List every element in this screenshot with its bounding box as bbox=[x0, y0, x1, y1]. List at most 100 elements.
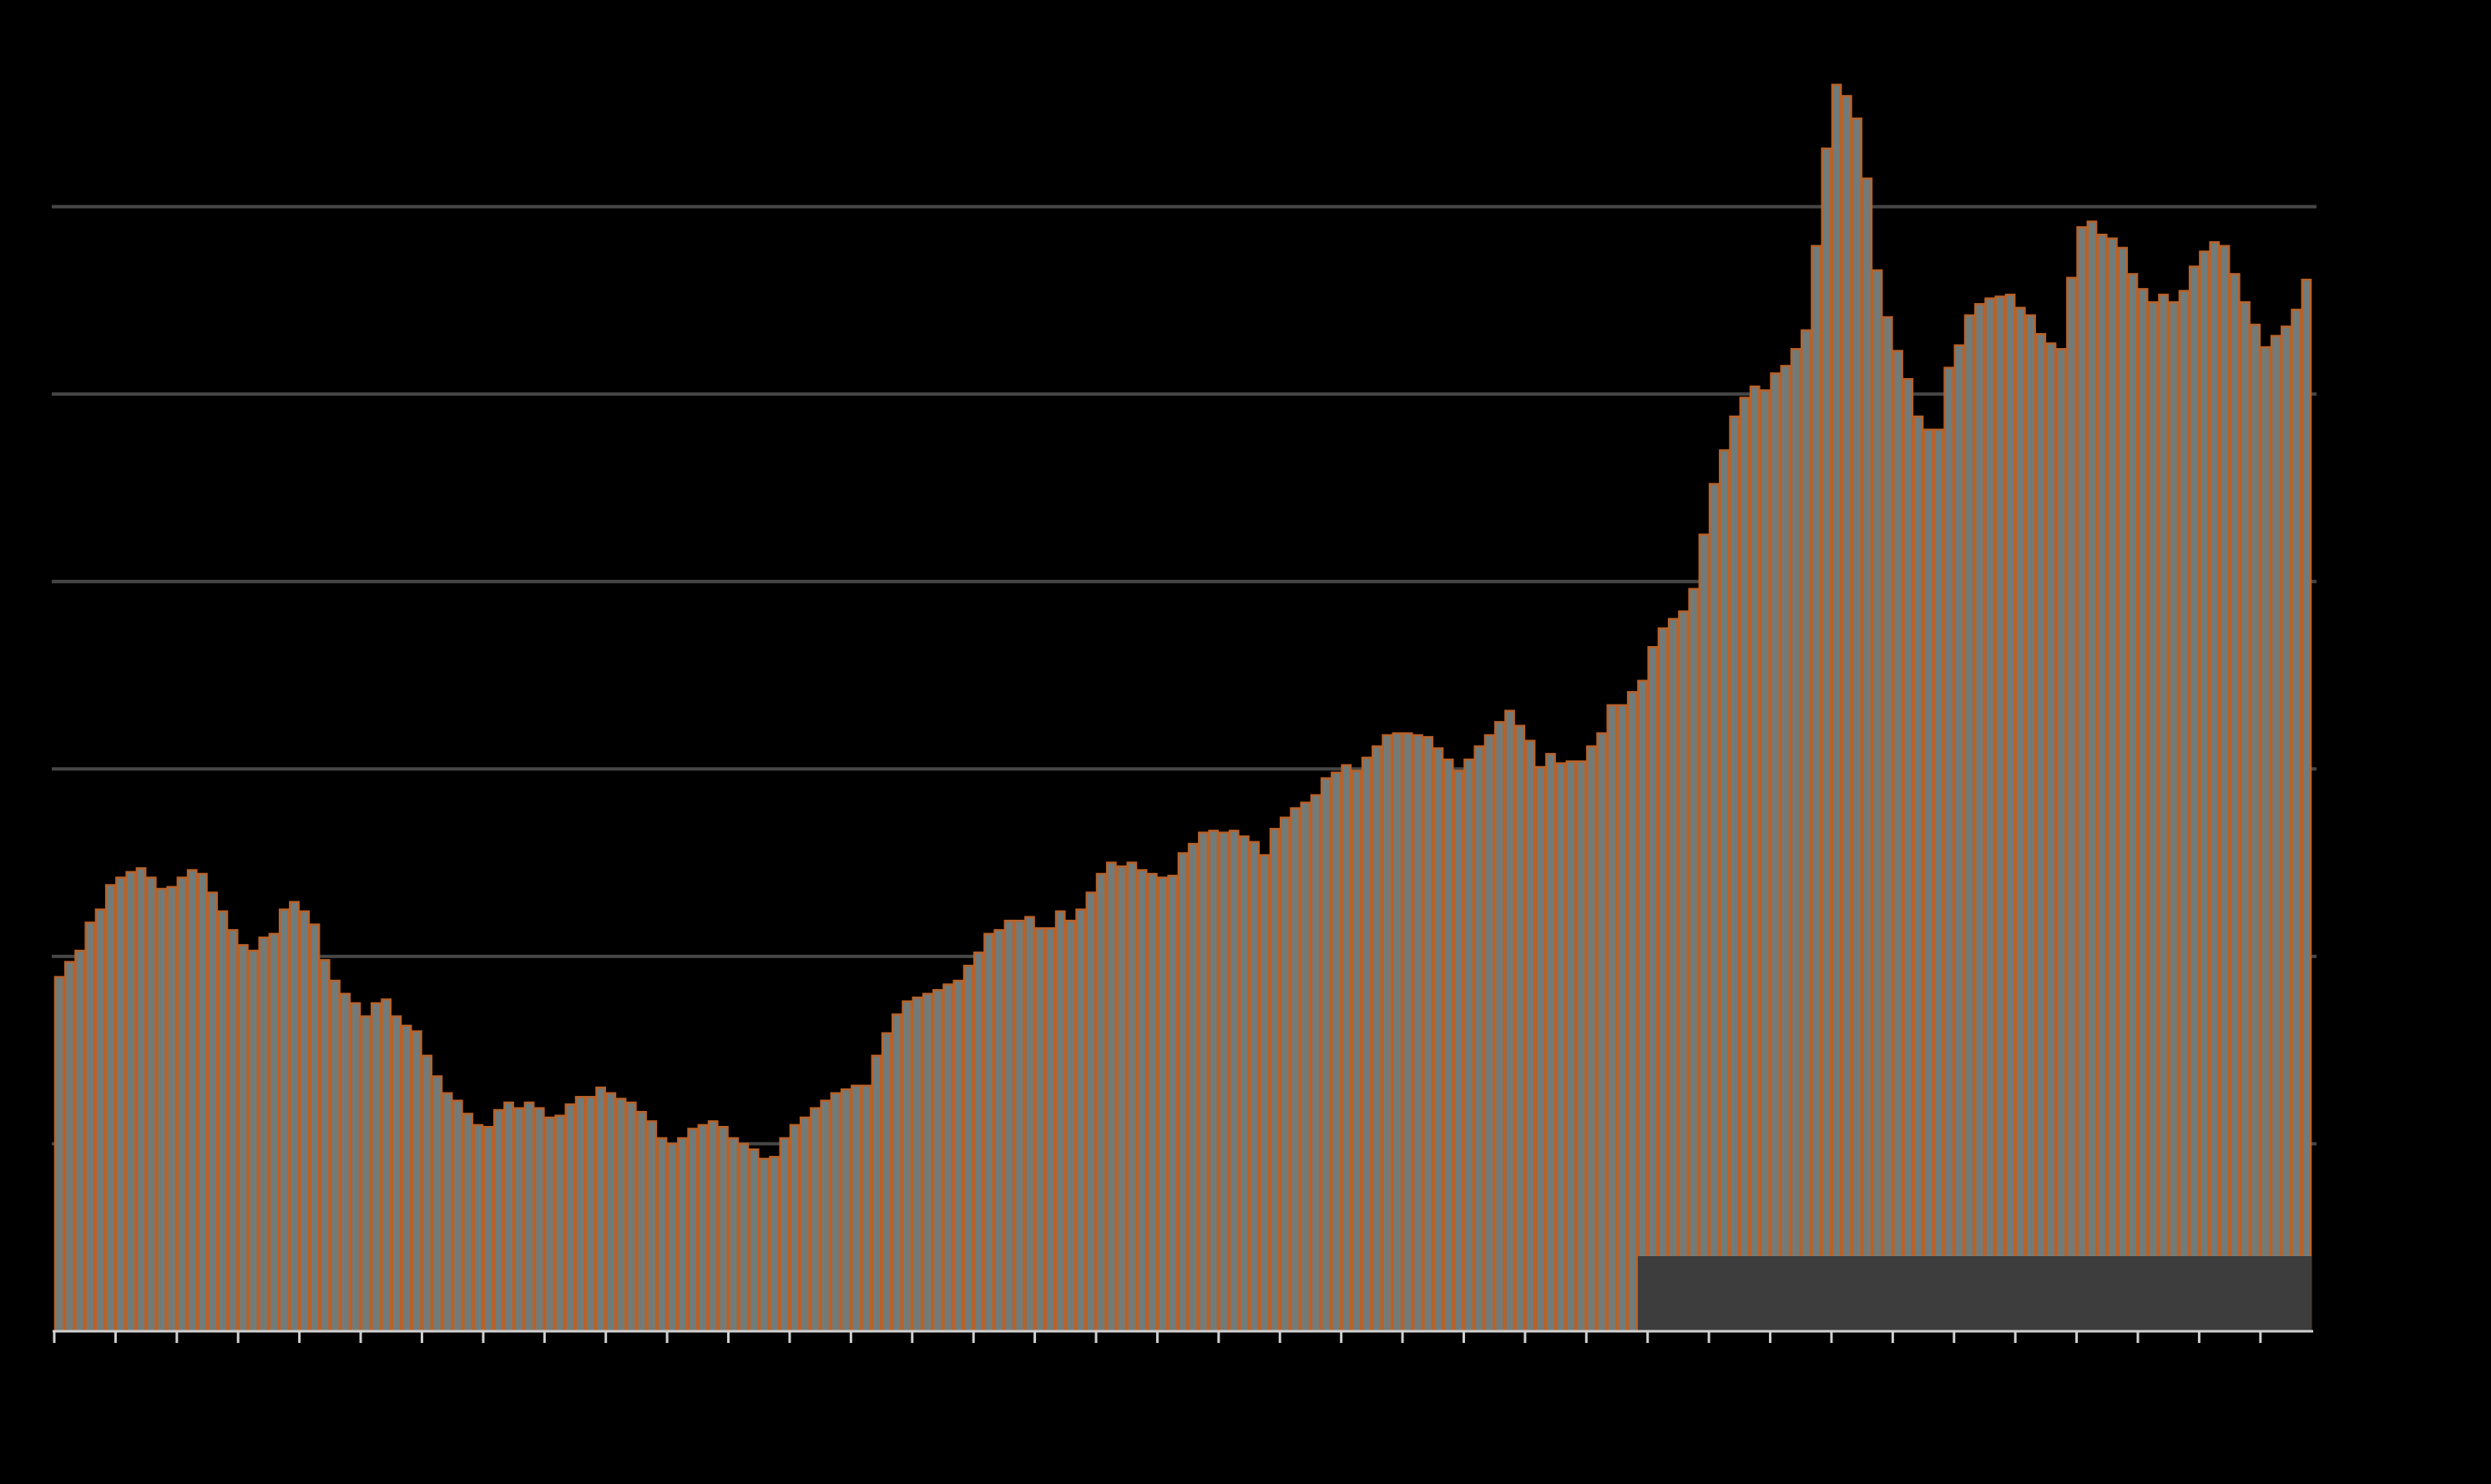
bar bbox=[554, 1114, 566, 1333]
bar bbox=[1831, 83, 1842, 1333]
bar bbox=[452, 1099, 463, 1333]
bar bbox=[1239, 835, 1250, 1333]
bar bbox=[319, 959, 331, 1333]
bar bbox=[503, 1101, 514, 1333]
bar bbox=[2270, 335, 2281, 1333]
bar bbox=[1290, 807, 1301, 1333]
bar bbox=[1524, 739, 1536, 1333]
bar bbox=[2209, 240, 2221, 1333]
bar bbox=[2281, 326, 2291, 1333]
bar bbox=[2096, 234, 2108, 1333]
bar bbox=[2229, 273, 2241, 1333]
bar bbox=[1862, 177, 1873, 1333]
bar bbox=[1688, 588, 1700, 1333]
bar bbox=[574, 1096, 586, 1333]
bars bbox=[53, 83, 2312, 1333]
bar bbox=[1269, 827, 1281, 1333]
bar bbox=[1800, 329, 1811, 1333]
bar bbox=[636, 1111, 647, 1333]
bar bbox=[1382, 734, 1393, 1333]
bar bbox=[1483, 734, 1495, 1333]
bar bbox=[902, 1000, 913, 1333]
bar bbox=[1157, 876, 1168, 1333]
bar bbox=[2004, 293, 2016, 1333]
bar bbox=[656, 1137, 668, 1333]
bar bbox=[2188, 265, 2200, 1333]
bar bbox=[1177, 852, 1189, 1333]
bar bbox=[1422, 735, 1434, 1333]
bar bbox=[871, 1054, 882, 1333]
bar bbox=[2035, 333, 2047, 1333]
bar bbox=[472, 1123, 484, 1333]
bar bbox=[769, 1155, 780, 1333]
bar bbox=[625, 1101, 637, 1333]
bar bbox=[432, 1075, 443, 1333]
bar bbox=[1780, 365, 1791, 1333]
bar bbox=[74, 949, 85, 1333]
bar bbox=[493, 1108, 504, 1333]
bar bbox=[1534, 765, 1546, 1333]
bar bbox=[523, 1101, 535, 1333]
bar bbox=[278, 908, 290, 1333]
bar bbox=[2117, 246, 2129, 1333]
bar bbox=[268, 932, 280, 1333]
bar bbox=[1116, 865, 1127, 1333]
bar bbox=[1402, 732, 1413, 1333]
bar bbox=[1075, 908, 1087, 1333]
bar bbox=[1698, 533, 1710, 1333]
bar bbox=[2260, 346, 2271, 1333]
bar bbox=[728, 1137, 740, 1333]
bar bbox=[1361, 756, 1372, 1333]
bar bbox=[1637, 679, 1648, 1333]
bar bbox=[758, 1158, 770, 1333]
bar bbox=[748, 1148, 760, 1333]
bar bbox=[2178, 290, 2190, 1333]
bar bbox=[963, 964, 974, 1333]
bar bbox=[1249, 840, 1261, 1333]
bar bbox=[371, 1002, 381, 1333]
bar bbox=[1228, 830, 1240, 1333]
bar bbox=[2250, 323, 2261, 1333]
bar bbox=[1065, 919, 1076, 1333]
bar bbox=[207, 891, 219, 1333]
bar bbox=[595, 1086, 606, 1333]
bar bbox=[1841, 94, 1852, 1333]
bar bbox=[2219, 245, 2231, 1333]
bar bbox=[53, 976, 65, 1333]
bar bbox=[135, 867, 147, 1333]
bar bbox=[1902, 377, 1914, 1333]
bar bbox=[677, 1137, 688, 1333]
bar bbox=[687, 1128, 699, 1333]
bar bbox=[1044, 926, 1056, 1333]
bar bbox=[1432, 747, 1444, 1333]
bar bbox=[462, 1113, 473, 1333]
bar bbox=[1933, 428, 1944, 1333]
bar bbox=[2137, 288, 2149, 1333]
bar bbox=[1943, 366, 1955, 1333]
bar bbox=[1657, 627, 1669, 1333]
bar bbox=[1739, 396, 1751, 1333]
bar bbox=[564, 1103, 576, 1333]
bar bbox=[513, 1107, 525, 1333]
bar bbox=[1708, 482, 1720, 1333]
bar bbox=[666, 1143, 678, 1333]
bar bbox=[1463, 758, 1474, 1333]
bar bbox=[1514, 724, 1526, 1333]
bar bbox=[1770, 372, 1781, 1333]
bar bbox=[1392, 732, 1403, 1333]
bar bbox=[1872, 269, 1883, 1333]
bar bbox=[1678, 610, 1689, 1333]
bar bbox=[1259, 854, 1271, 1333]
bar bbox=[1167, 875, 1179, 1333]
bar bbox=[2014, 306, 2026, 1333]
bar bbox=[912, 997, 923, 1333]
bar bbox=[115, 876, 126, 1333]
bar bbox=[166, 886, 178, 1333]
bar bbox=[1811, 245, 1822, 1333]
bar bbox=[881, 1032, 892, 1333]
bar bbox=[227, 929, 239, 1333]
bar bbox=[1300, 801, 1311, 1333]
bar bbox=[125, 871, 137, 1333]
bar bbox=[411, 1030, 422, 1333]
